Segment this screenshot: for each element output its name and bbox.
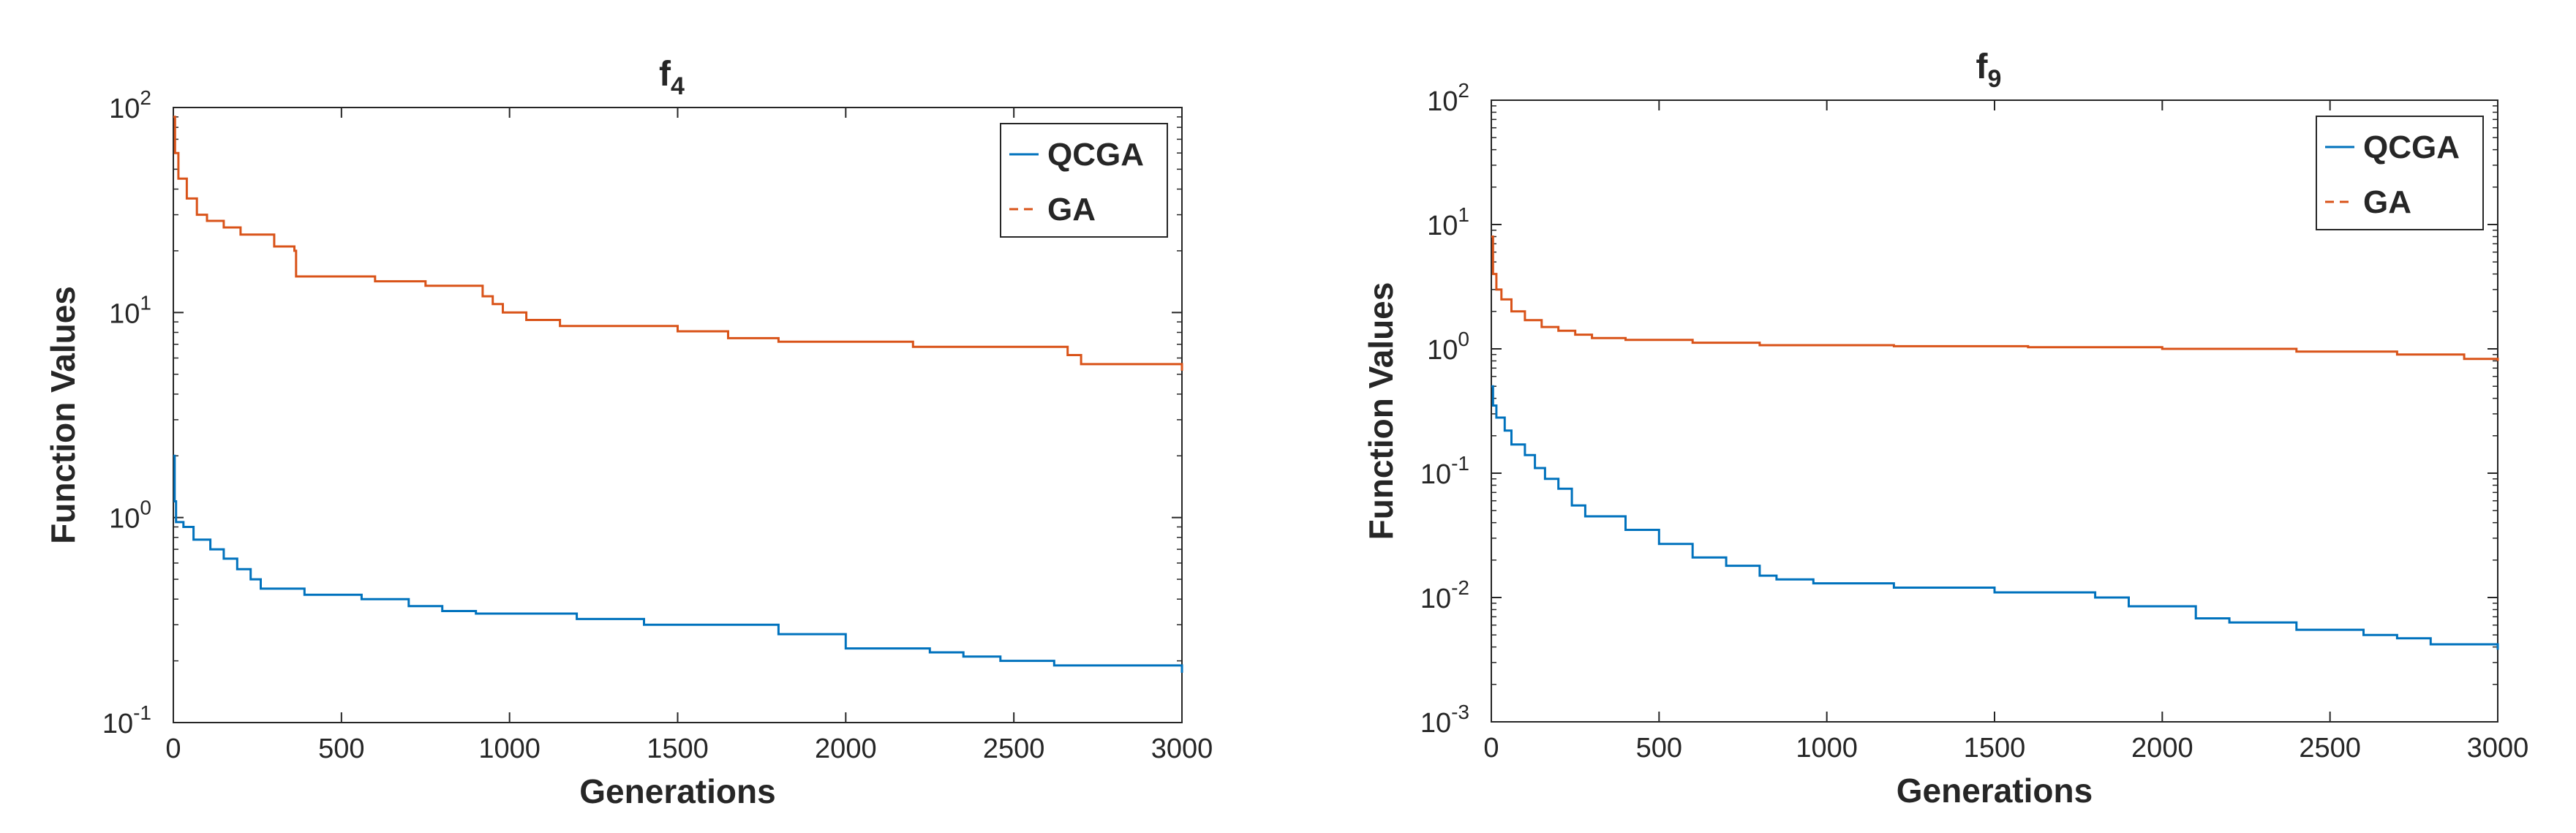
legend-label-qcga: QCGA [1047,137,1144,173]
chart-title-main: f [1976,48,1989,86]
y-tick-label: 10-2 [1420,576,1469,614]
x-tick-label: 0 [165,734,181,764]
y-tick-base: 10 [109,298,140,329]
y-tick-exponent: 1 [1458,203,1469,226]
y-tick-exponent: 1 [140,291,151,314]
x-tick-label: 0 [1483,733,1499,764]
y-tick-exponent: -3 [1451,701,1469,723]
x-axis-label: Generations [579,772,775,810]
legend: QCGA GA [1000,123,1168,238]
y-tick-base: 10 [1420,708,1451,739]
y-tick-base: 10 [1427,211,1458,241]
y-tick-exponent: 0 [1458,328,1469,350]
y-tick-label: 10-1 [102,701,151,739]
x-tick-label: 1500 [647,734,709,764]
x-tick-label: 3000 [2467,733,2529,764]
legend-label-ga: GA [2363,184,2411,220]
x-tick-label: 1000 [478,734,541,764]
y-tick-base: 10 [1420,584,1451,614]
x-tick-label: 500 [318,734,364,764]
y-tick-label: 101 [109,291,151,329]
y-axis-label: Function Values [44,286,82,544]
y-tick-exponent: -1 [133,701,151,724]
legend-label-qcga: QCGA [2363,129,2460,165]
y-tick-exponent: -1 [1451,452,1469,475]
y-tick-exponent: 2 [1458,79,1469,102]
y-tick-label: 10-3 [1420,701,1469,739]
y-tick-label: 100 [1427,328,1469,366]
x-tick-label: 1500 [1964,733,2026,764]
y-tick-label: 101 [1427,203,1469,241]
y-tick-base: 10 [109,94,140,124]
y-tick-exponent: 2 [140,86,151,109]
legend-label-ga: GA [1047,192,1096,227]
series-line-qcga [1491,385,2499,650]
y-tick-label: 10-1 [1420,452,1469,490]
x-tick-label: 3000 [1151,734,1213,764]
y-tick-base: 10 [1427,335,1458,366]
series-line-qcga [173,454,1183,673]
chart-title: f9 [1976,48,2002,93]
y-tick-label: 102 [1427,79,1469,117]
y-tick-base: 10 [1427,86,1458,117]
chart-title-subscript: 4 [671,72,685,100]
x-axis-label: Generations [1897,772,2093,810]
x-tick-label: 1000 [1796,733,1858,764]
x-tick-label: 2000 [815,734,877,764]
chart-f9: 0 500 1000 1500 2000 2500 300010-310-210-11001… [1362,48,2528,810]
x-tick-label: 2500 [983,734,1045,764]
y-tick-base: 10 [102,709,133,739]
y-tick-base: 10 [1420,459,1451,490]
series-line-ga [173,116,1183,371]
legend: QCGA GA [2316,116,2484,230]
y-tick-exponent: 0 [140,497,151,519]
series-line-ga [1491,235,2499,361]
chart-title-main: f [659,55,671,94]
x-tick-label: 2000 [2131,733,2193,764]
y-tick-base: 10 [109,504,140,535]
x-tick-label: 2500 [2299,733,2361,764]
y-tick-exponent: -2 [1451,576,1469,599]
chart-f4: 0 500 1000 1500 2000 2500 300010-1100101102f4G… [44,55,1213,810]
x-tick-label: 500 [1636,733,1682,764]
legend-box [2316,116,2484,230]
legend-box [1000,123,1168,238]
y-axis-label: Function Values [1362,282,1400,540]
y-tick-label: 100 [109,497,151,535]
chart-title-subscript: 9 [1988,65,2002,93]
y-tick-label: 102 [109,86,151,124]
chart-title: f4 [659,55,685,100]
